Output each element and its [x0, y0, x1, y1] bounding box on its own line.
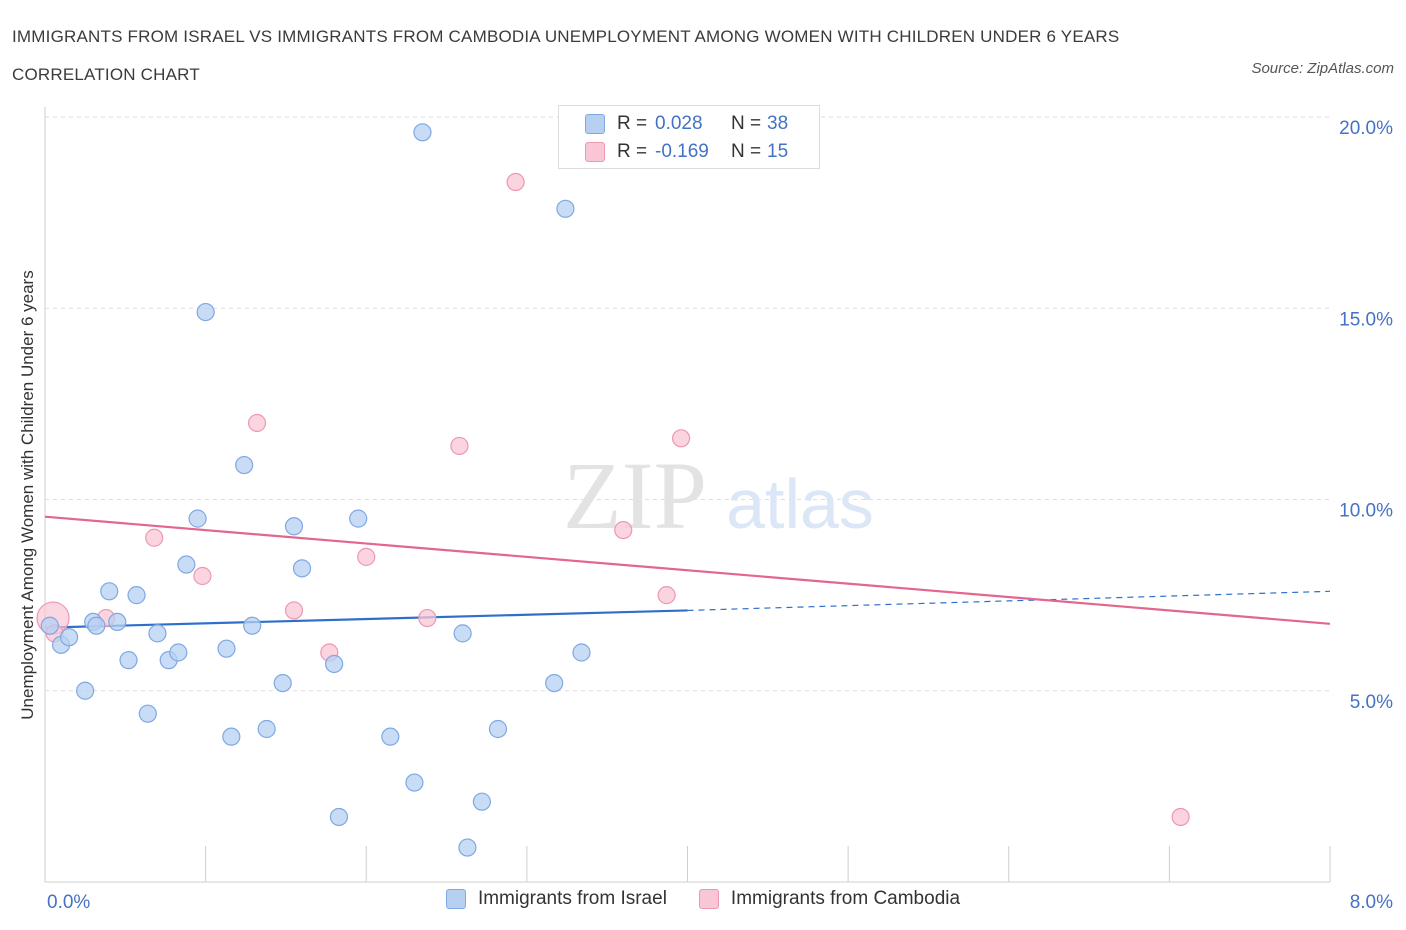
data-point-israel: [292, 559, 312, 578]
y-tick-label: 15.0%: [1339, 309, 1393, 330]
legend-row-israel: R = 0.028 N = 38: [585, 111, 788, 137]
chart-title: IMMIGRANTS FROM ISRAEL VS IMMIGRANTS FRO…: [12, 27, 1120, 84]
data-point-israel: [325, 654, 344, 674]
data-point-cambodia: [357, 547, 376, 566]
data-point-israel: [284, 517, 304, 536]
data-point-cambodia: [614, 520, 633, 540]
legend-r-value: 0.028: [655, 113, 703, 134]
data-point-israel: [405, 773, 424, 792]
data-point-cambodia: [193, 566, 212, 586]
legend-swatch-cambodia: [585, 142, 605, 162]
data-point-israel: [257, 719, 276, 739]
legend-r-label: R =: [617, 141, 648, 162]
legend-label-cambodia: Immigrants from Cambodia: [730, 888, 961, 909]
data-point-israel: [108, 612, 127, 632]
data-point-israel: [273, 673, 292, 693]
data-point-cambodia: [657, 586, 676, 605]
data-point-cambodia: [671, 429, 691, 448]
data-point-israel: [349, 509, 368, 528]
data-point-israel: [243, 616, 262, 635]
legend-r-label: R =: [617, 113, 648, 134]
series-legend: Immigrants from Israel Immigrants from C…: [0, 888, 1406, 910]
legend-label-israel: Immigrants from Israel: [477, 888, 667, 909]
data-point-cambodia: [1171, 807, 1190, 827]
stats-legend: R = 0.028 N = 38 R = -0.169 N = 15: [558, 105, 820, 169]
legend-item-cambodia: Immigrants from Cambodia: [698, 888, 961, 910]
y-tick-label: 10.0%: [1339, 501, 1393, 522]
data-points: [36, 123, 1190, 857]
x-tick-label: 0.0%: [47, 892, 90, 913]
data-point-cambodia: [506, 172, 525, 192]
data-point-cambodia: [284, 601, 304, 620]
grid-lines: [45, 116, 1330, 692]
y-tick-label: 20.0%: [1339, 118, 1393, 139]
data-point-israel: [413, 123, 432, 142]
tick-labels: 5.0% 10.0% 15.0% 20.0% 0.0% 8.0%: [47, 118, 1393, 913]
legend-r-value: -0.169: [655, 141, 709, 162]
trend-line-israel-extension: [687, 590, 1331, 612]
source-label: Source: ZipAtlas.com: [1251, 60, 1394, 77]
data-point-israel: [148, 624, 167, 643]
data-point-israel: [458, 838, 477, 857]
data-point-israel: [169, 643, 188, 662]
data-point-israel: [76, 681, 95, 700]
data-point-israel: [329, 807, 349, 827]
data-point-israel: [572, 643, 591, 662]
data-point-israel: [100, 582, 119, 601]
legend-swatch-cambodia: [698, 889, 719, 909]
legend-n-value: 38: [767, 113, 789, 134]
data-point-israel: [119, 651, 138, 670]
data-point-israel: [472, 792, 491, 811]
legend-n-value: 15: [767, 141, 789, 162]
x-tick-label: 8.0%: [1350, 892, 1393, 913]
data-point-cambodia: [418, 608, 437, 628]
legend-item-israel: Immigrants from Israel: [445, 888, 667, 910]
legend-swatch-israel: [585, 114, 605, 134]
data-point-cambodia: [450, 436, 469, 456]
y-tick-label: 5.0%: [1350, 692, 1393, 713]
data-point-israel: [488, 719, 508, 739]
trend-line-israel: [44, 609, 688, 629]
data-point-israel: [127, 586, 146, 605]
data-point-israel: [556, 199, 575, 218]
trend-lines: [44, 515, 1331, 629]
data-point-israel: [453, 624, 472, 643]
legend-row-cambodia: R = -0.169 N = 15: [585, 139, 788, 165]
data-point-israel: [196, 302, 215, 322]
trend-line-cambodia: [44, 515, 1331, 625]
data-point-israel: [381, 727, 400, 746]
watermark-atlas: atlas: [726, 465, 874, 543]
data-point-israel: [138, 704, 157, 723]
data-point-israel: [87, 616, 106, 635]
legend-n-label: N =: [731, 113, 762, 134]
data-point-israel: [222, 727, 241, 746]
data-point-israel: [40, 616, 59, 635]
data-point-israel: [235, 455, 254, 475]
data-point-israel: [188, 509, 207, 528]
watermark-zip: ZIP: [563, 442, 707, 549]
legend-swatch-israel: [445, 889, 466, 909]
legend-n-label: N =: [731, 141, 762, 162]
data-point-israel: [217, 639, 236, 658]
data-point-cambodia: [145, 528, 164, 547]
data-point-israel: [545, 673, 564, 693]
axes: [44, 107, 1331, 883]
data-point-israel: [59, 628, 79, 647]
data-point-cambodia: [247, 413, 267, 433]
data-point-israel: [177, 555, 196, 574]
